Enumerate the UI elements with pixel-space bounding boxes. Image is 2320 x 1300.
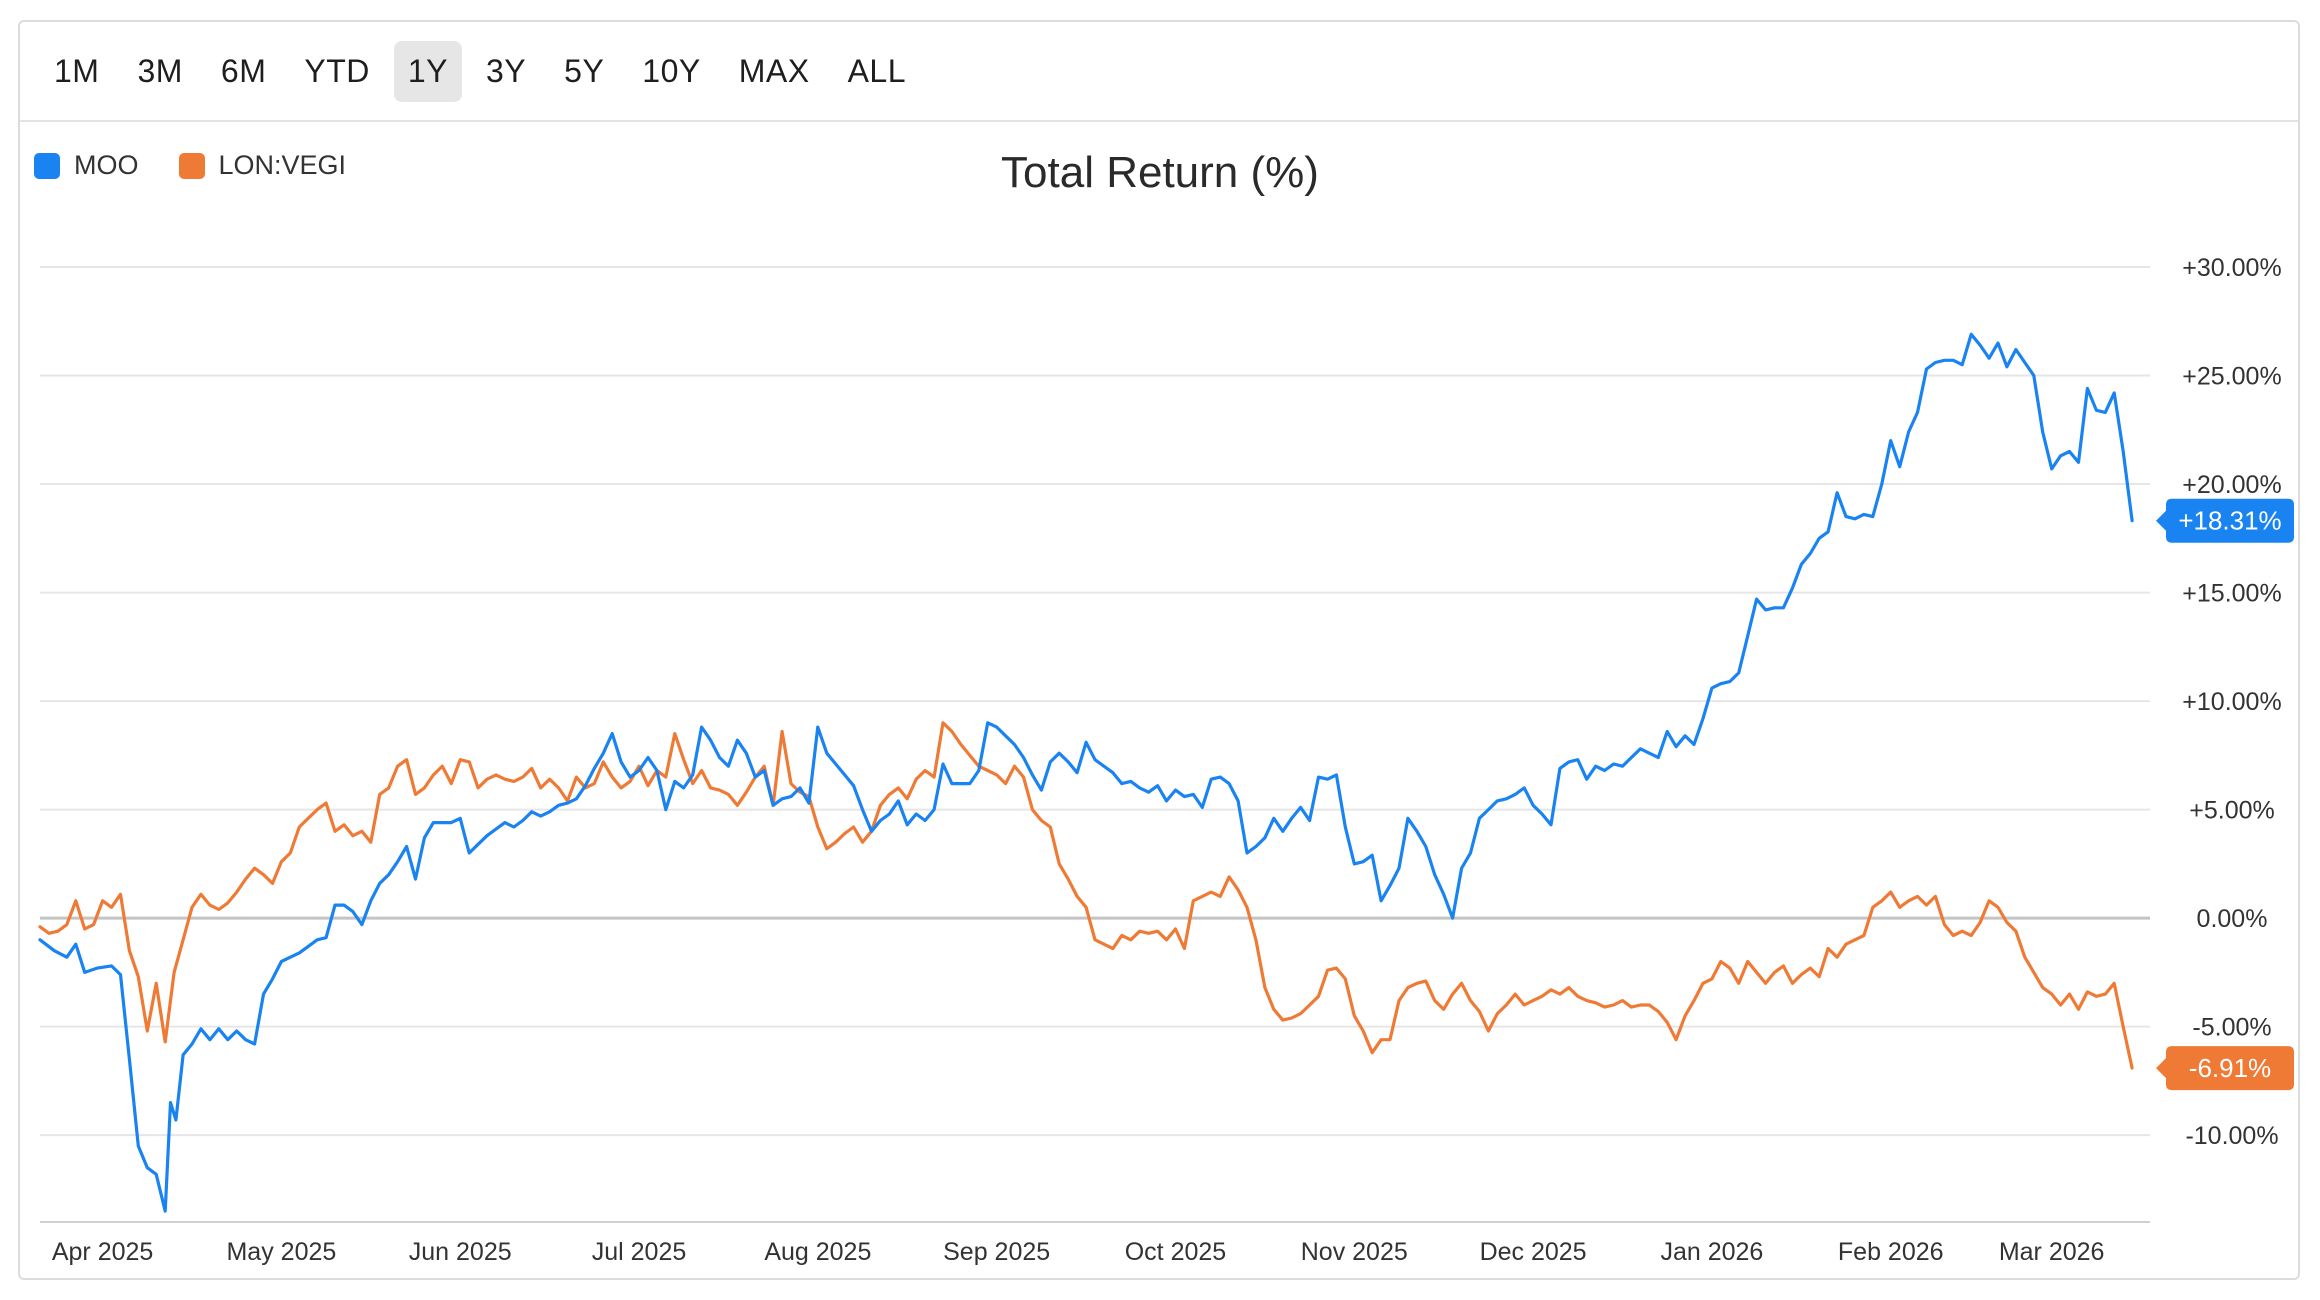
x-tick-label: Dec 2025: [1480, 1238, 1587, 1266]
x-tick-label: Nov 2025: [1301, 1238, 1408, 1266]
series-line-vegi: [38, 721, 2134, 1070]
range-button-ytd[interactable]: YTD: [304, 52, 370, 89]
end-label-moo: +18.31%: [2156, 498, 2294, 543]
x-tick-label: Jan 2026: [1660, 1238, 1763, 1266]
range-button-10y[interactable]: 10Y: [642, 52, 701, 89]
y-tick-label: +30.00%: [2182, 254, 2281, 282]
y-tick-label: +5.00%: [2189, 797, 2275, 825]
legend-label-moo: MOO: [74, 150, 139, 180]
end-label-bg: [2156, 498, 2294, 543]
range-button-3y[interactable]: 3Y: [486, 52, 527, 89]
range-button-all[interactable]: ALL: [847, 52, 906, 89]
range-button-1y[interactable]: 1Y: [393, 40, 462, 102]
series-line-moo: [38, 332, 2134, 1213]
y-tick-label: +10.00%: [2182, 688, 2281, 716]
chart-card: 1M 3M 6M YTD 1Y 3Y 5Y 10Y MAX ALL: [18, 20, 2300, 1280]
legend: MOO LON:VEGI: [34, 150, 346, 181]
legend-swatch-vegi: [178, 152, 205, 179]
legend-swatch-moo: [34, 152, 60, 179]
x-tick-label: Mar 2026: [1999, 1238, 2105, 1266]
chart-title: Total Return (%): [1001, 148, 1319, 197]
y-tick-label: -10.00%: [2185, 1122, 2278, 1150]
end-label-text: -6.91%: [2189, 1053, 2271, 1083]
x-tick-label: Apr 2025: [52, 1238, 153, 1266]
range-button-3m[interactable]: 3M: [137, 52, 183, 89]
legend-item-vegi[interactable]: LON:VEGI: [178, 150, 347, 181]
range-button-6m[interactable]: 6M: [220, 52, 267, 89]
range-button-max[interactable]: MAX: [738, 52, 810, 89]
range-button-5y[interactable]: 5Y: [564, 52, 605, 89]
range-button-1m[interactable]: 1M: [54, 52, 100, 89]
x-tick-label: May 2025: [226, 1238, 336, 1266]
legend-label-vegi: LON:VEGI: [218, 150, 347, 180]
x-tick-label: Jul 2025: [592, 1238, 687, 1266]
end-label-bg: [2156, 1046, 2294, 1091]
x-tick-label: Sep 2025: [943, 1238, 1050, 1266]
y-tick-label: +15.00%: [2182, 580, 2281, 608]
y-tick-label: 0.00%: [2197, 905, 2268, 933]
end-label-text: +18.31%: [2178, 506, 2281, 536]
y-tick-label: -5.00%: [2192, 1014, 2271, 1042]
end-label-vegi: -6.91%: [2156, 1046, 2294, 1091]
x-tick-label: Aug 2025: [764, 1238, 871, 1266]
y-tick-label: +25.00%: [2182, 363, 2281, 391]
x-tick-label: Oct 2025: [1125, 1238, 1226, 1266]
x-tick-label: Feb 2026: [1838, 1238, 1944, 1266]
x-tick-label: Jun 2025: [409, 1238, 512, 1266]
y-tick-label: +20.00%: [2182, 471, 2281, 499]
range-toolbar: 1M 3M 6M YTD 1Y 3Y 5Y 10Y MAX ALL: [20, 22, 2298, 122]
legend-item-moo[interactable]: MOO: [34, 150, 139, 181]
